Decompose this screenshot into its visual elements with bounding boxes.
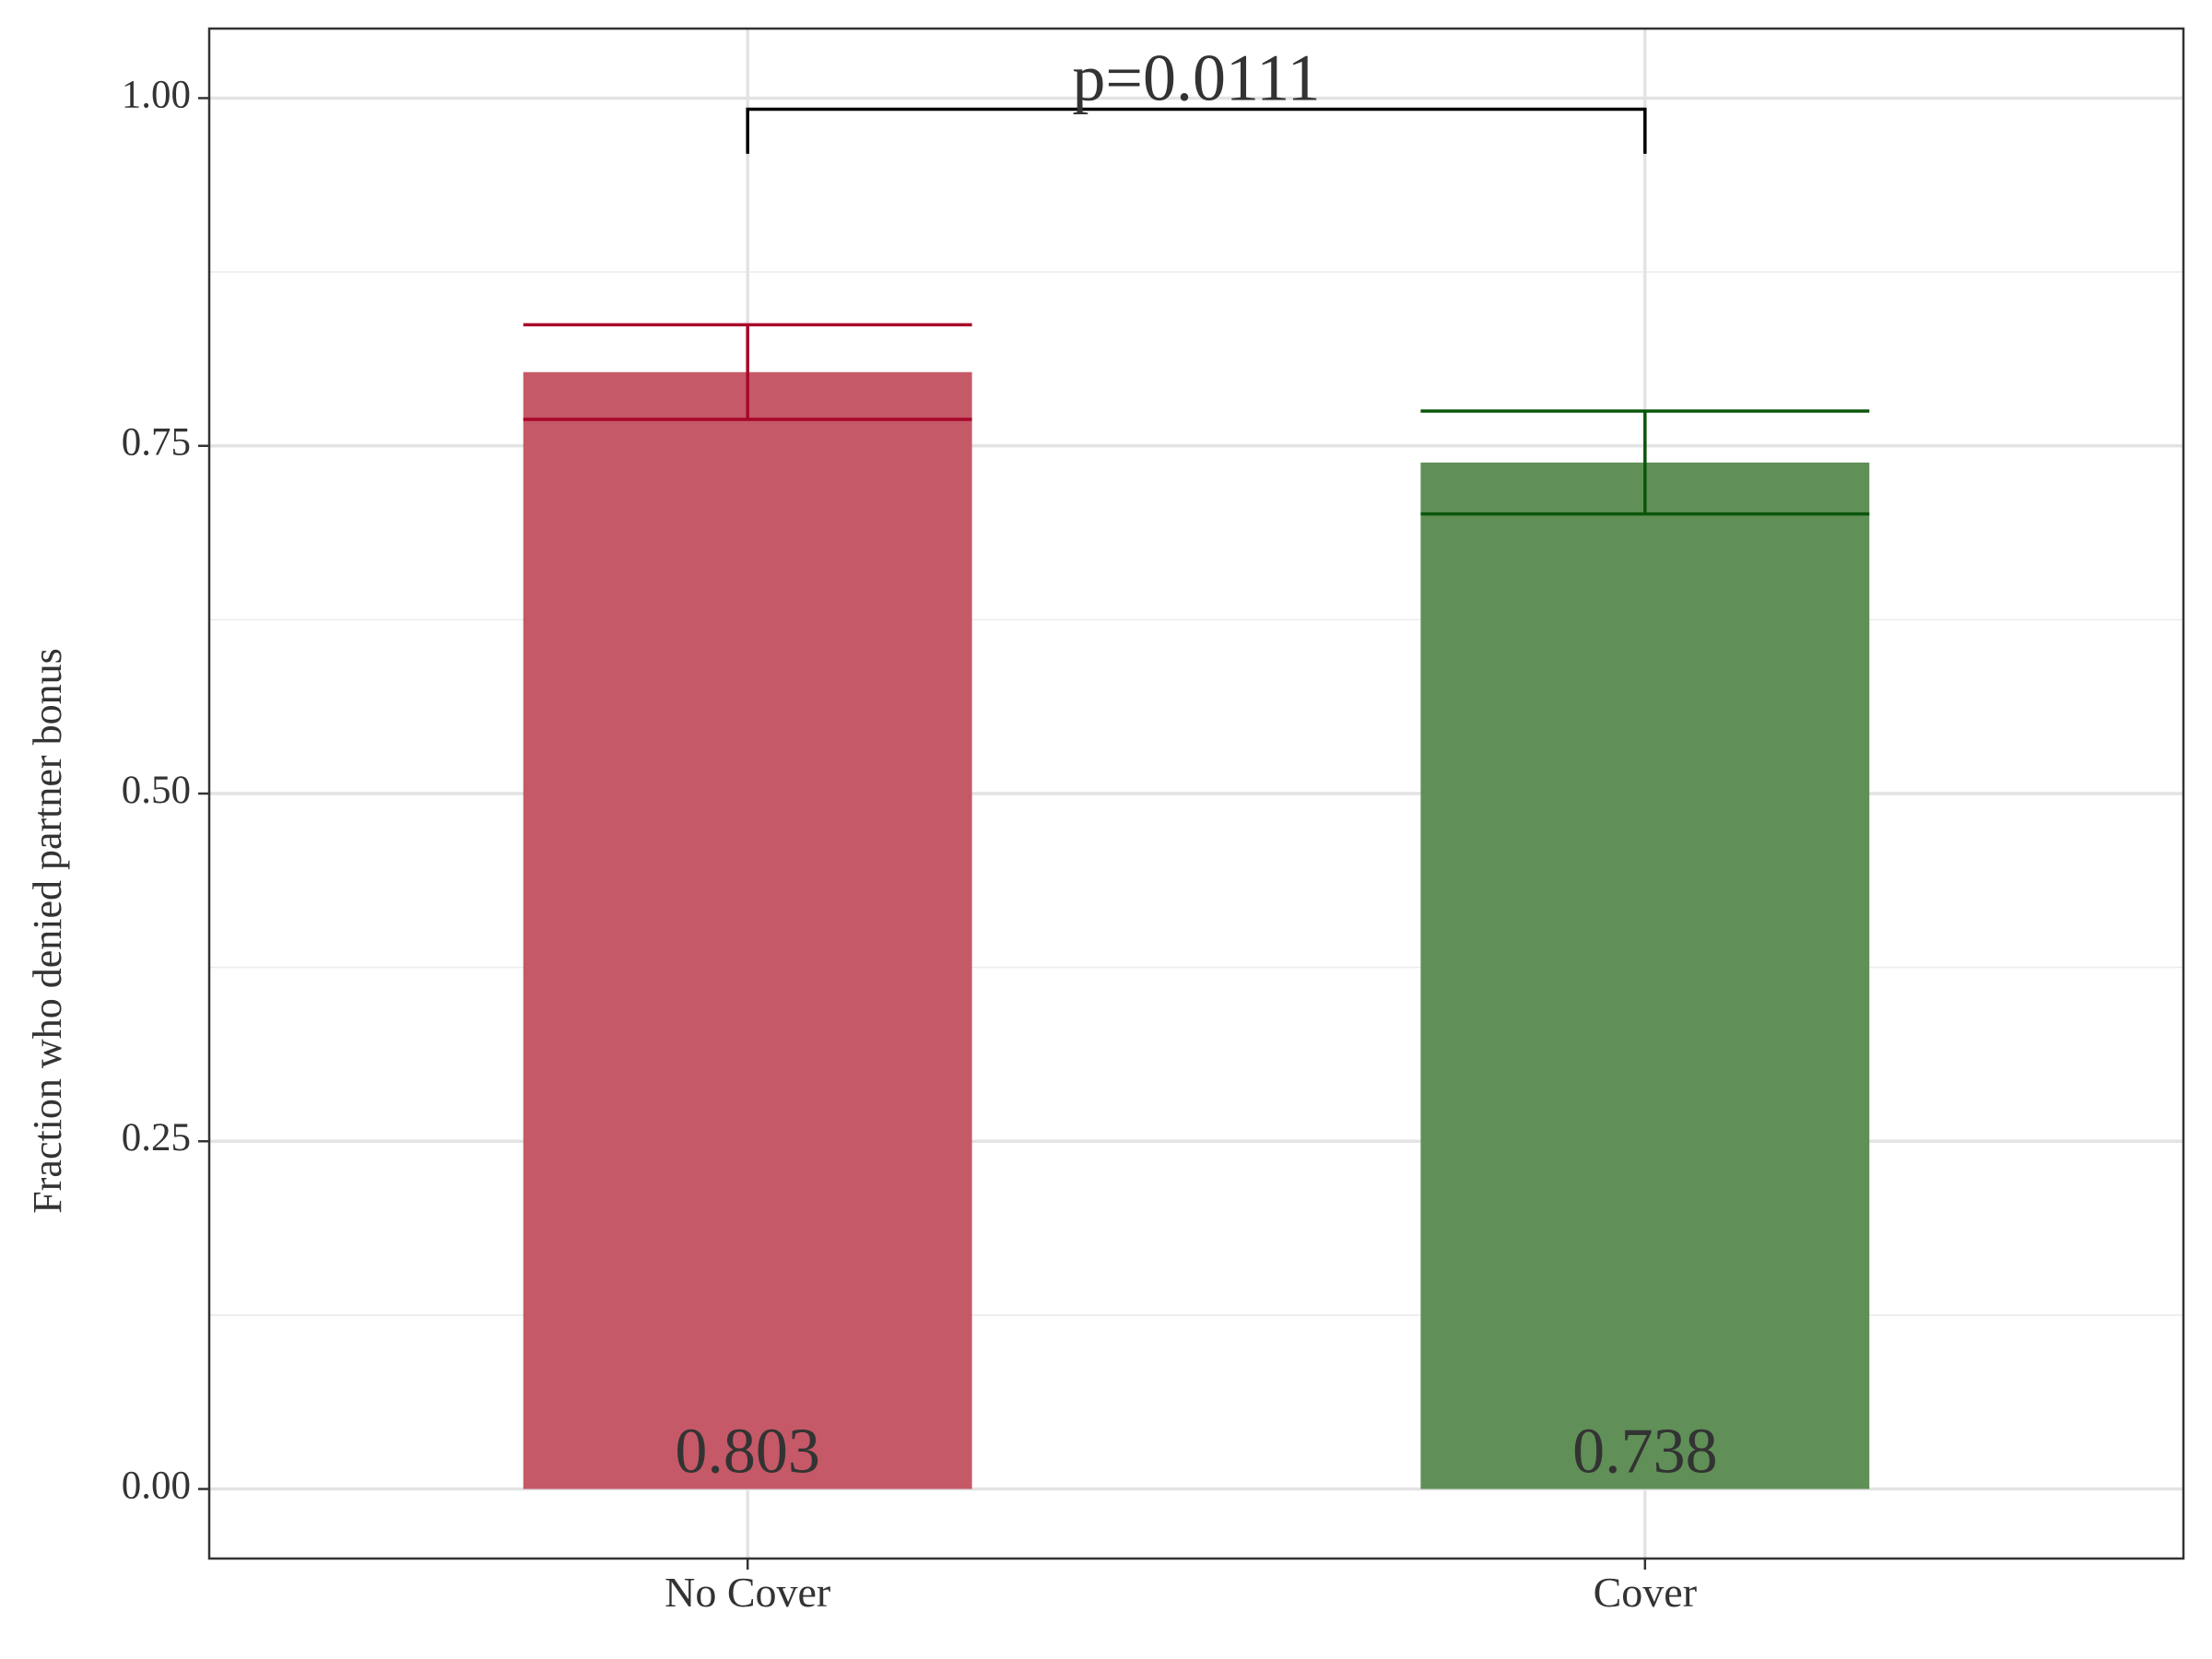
x-tick-label: No Cover xyxy=(665,1569,830,1616)
value-label: 0.803 xyxy=(675,1417,820,1488)
y-tick-label: 0.50 xyxy=(122,769,191,812)
significance-bracket xyxy=(746,107,1647,154)
x-tick-label: Cover xyxy=(1594,1569,1697,1616)
bar xyxy=(523,371,972,1489)
y-tick-label: 0.25 xyxy=(122,1116,191,1159)
y-tick-label: 0.00 xyxy=(122,1464,191,1507)
value-label: 0.738 xyxy=(1572,1417,1718,1488)
error-bar xyxy=(523,323,972,421)
bar xyxy=(1420,462,1870,1489)
y-tick-label: 0.75 xyxy=(122,421,191,465)
p-value-label: p=0.0111 xyxy=(1072,41,1320,115)
y-tick-label: 1.00 xyxy=(122,73,191,116)
y-axis-title: Fraction who denied partner bonus xyxy=(25,648,70,1213)
panel-border xyxy=(207,27,2185,1560)
error-bar xyxy=(1420,409,1870,516)
